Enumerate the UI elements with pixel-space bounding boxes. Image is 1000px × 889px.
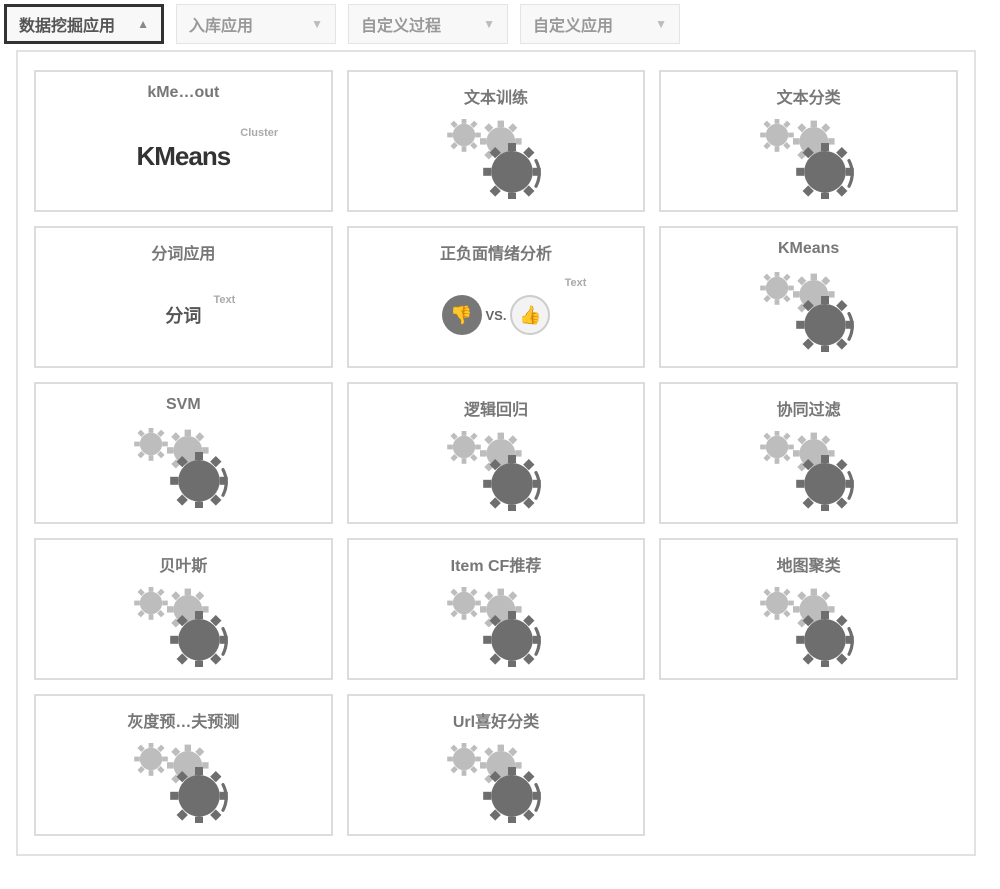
card-title: 正负面情绪分析 [440, 240, 552, 264]
card-body [357, 426, 636, 516]
card-title: Item CF推荐 [451, 552, 542, 576]
card-url-classify[interactable]: Url喜好分类 [347, 694, 646, 836]
card-itemcf[interactable]: Item CF推荐 [347, 538, 646, 680]
chevron-down-icon: ▼ [483, 17, 495, 31]
gear-cluster-icon [744, 119, 874, 199]
card-title: 文本训练 [464, 84, 528, 108]
card-text-train[interactable]: 文本训练 [347, 70, 646, 212]
card-logistic[interactable]: 逻辑回归 [347, 382, 646, 524]
card-bayes[interactable]: 贝叶斯 [34, 538, 333, 680]
card-text-classify[interactable]: 文本分类 [659, 70, 958, 212]
card-title: 文本分类 [777, 84, 841, 108]
gear-cluster-icon [431, 119, 561, 199]
vs-text: VS. [486, 308, 507, 323]
card-body [44, 420, 323, 516]
card-title: 地图聚类 [777, 552, 841, 576]
thumb-up-icon: 👍 [510, 295, 550, 335]
gear-cluster-icon [118, 587, 248, 667]
thumb-down-icon: 👎 [442, 295, 482, 335]
gear-cluster-icon [744, 587, 874, 667]
card-title: 逻辑回归 [464, 396, 528, 420]
card-grid: kMe…out KMeans Cluster 文本训练 [34, 70, 958, 836]
card-title: Url喜好分类 [453, 708, 539, 732]
gear-cluster-icon [118, 428, 248, 508]
card-body [669, 582, 948, 672]
card-body: KMeans Cluster [44, 108, 323, 204]
card-body: 👎 VS.👍 Text [357, 270, 636, 360]
card-kmeans[interactable]: KMeans [659, 226, 958, 368]
tab-label: 自定义过程 [361, 12, 441, 36]
data-mining-panel: kMe…out KMeans Cluster 文本训练 [16, 50, 976, 856]
tab-bar: 数据挖掘应用 ▲ 入库应用 ▼ 自定义过程 ▼ 自定义应用 ▼ [0, 0, 1000, 44]
tab-import[interactable]: 入库应用 ▼ [176, 4, 336, 44]
card-title: KMeans [778, 240, 839, 258]
card-title: SVM [166, 396, 201, 414]
card-map-cluster[interactable]: 地图聚类 [659, 538, 958, 680]
card-body [669, 426, 948, 516]
tab-label: 数据挖掘应用 [19, 12, 115, 36]
card-body [357, 582, 636, 672]
tab-label: 入库应用 [189, 12, 253, 36]
card-title: 协同过滤 [777, 396, 841, 420]
tab-custom-process[interactable]: 自定义过程 ▼ [348, 4, 508, 44]
card-title: kMe…out [147, 84, 219, 102]
gear-cluster-icon [744, 431, 874, 511]
tab-label: 自定义应用 [533, 12, 613, 36]
gear-cluster-icon [744, 272, 874, 352]
chevron-down-icon: ▼ [655, 17, 667, 31]
card-body [669, 114, 948, 204]
card-title: 分词应用 [151, 240, 215, 264]
text-badge: Text [214, 294, 236, 306]
card-body [357, 738, 636, 828]
tab-data-mining[interactable]: 数据挖掘应用 ▲ [4, 4, 164, 44]
gear-cluster-icon [431, 431, 561, 511]
card-svm[interactable]: SVM [34, 382, 333, 524]
card-title: 贝叶斯 [159, 552, 207, 576]
card-segmentation[interactable]: 分词应用分词 Text [34, 226, 333, 368]
card-body [44, 738, 323, 828]
card-title: 灰度预…夫预测 [127, 708, 239, 732]
card-body [44, 582, 323, 672]
fenci-text: 分词 [165, 306, 201, 326]
card-kmeans-out[interactable]: kMe…out KMeans Cluster [34, 70, 333, 212]
text-badge: Text [565, 277, 587, 289]
kmeans-text: KMeans [136, 141, 230, 171]
chevron-down-icon: ▼ [311, 17, 323, 31]
cluster-badge: Cluster [240, 127, 278, 139]
card-body: 分词 Text [44, 270, 323, 360]
card-sentiment[interactable]: 正负面情绪分析 👎 VS.👍 Text [347, 226, 646, 368]
gear-cluster-icon [118, 743, 248, 823]
tab-custom-app[interactable]: 自定义应用 ▼ [520, 4, 680, 44]
card-collab[interactable]: 协同过滤 [659, 382, 958, 524]
chevron-up-icon: ▲ [137, 17, 149, 31]
gear-cluster-icon [431, 587, 561, 667]
gear-cluster-icon [431, 743, 561, 823]
card-body [669, 264, 948, 360]
card-grey-predict[interactable]: 灰度预…夫预测 [34, 694, 333, 836]
card-body [357, 114, 636, 204]
